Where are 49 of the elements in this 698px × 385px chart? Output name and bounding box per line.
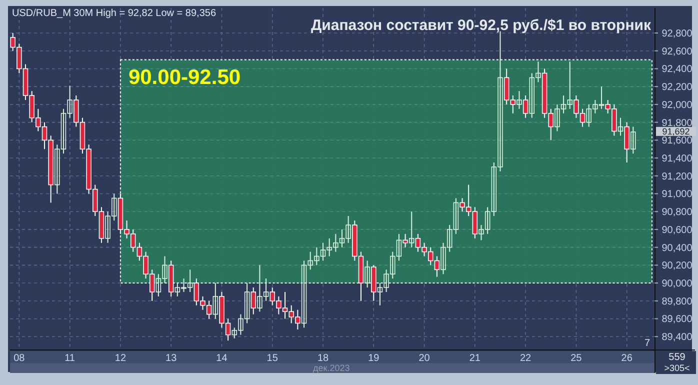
candlestick <box>522 95 528 118</box>
candlestick <box>212 282 218 320</box>
candlestick <box>624 122 630 163</box>
x-tick-label: 22 <box>520 353 532 364</box>
y-tick-label: 91,200 <box>662 171 693 182</box>
x-axis-title: дек.2023 <box>313 363 350 373</box>
x-tick-label: 15 <box>266 353 278 364</box>
x-tick-label: 19 <box>368 353 380 364</box>
x-tick-label: 25 <box>570 353 582 364</box>
text: 91,692 <box>662 126 690 137</box>
text: >305< <box>664 363 690 373</box>
candlestick <box>250 286 256 315</box>
x-tick-label: 20 <box>418 353 430 364</box>
y-tick-label: 89,400 <box>662 332 693 344</box>
y-tick-label: 90,800 <box>662 207 693 218</box>
y-tick-label: 90,400 <box>662 242 693 254</box>
x-tick-label: 13 <box>166 353 178 364</box>
text: 559 <box>668 352 686 363</box>
candlestick <box>516 90 522 110</box>
x-tick-label: 11 <box>64 353 76 364</box>
x-tick-label: 21 <box>469 353 481 364</box>
y-tick-label: 90,600 <box>662 224 693 236</box>
annotation: 7 <box>644 338 650 349</box>
y-tick-label: 91,600 <box>662 136 693 147</box>
y-tick-label: 90,200 <box>662 260 693 272</box>
y-tick-label: 92,600 <box>662 46 693 58</box>
candlestick <box>618 117 624 136</box>
y-tick-label: 89,800 <box>662 296 693 308</box>
chart-subtitle: USD/RUB_M 30M High = 92,82 Low = 89,356 <box>12 8 216 19</box>
candlestick <box>409 211 414 248</box>
x-tick-label: 14 <box>216 353 228 364</box>
x-tick-label: 08 <box>14 353 26 364</box>
y-tick-label: 92,400 <box>662 64 693 76</box>
candlestick <box>364 260 370 288</box>
y-tick-label: 91,000 <box>662 189 693 200</box>
y-tick-label: 91,400 <box>662 154 693 165</box>
x-tick-label: 12 <box>114 353 126 364</box>
y-tick-label: 92,000 <box>662 100 693 111</box>
y-tick-label: 89,600 <box>662 314 693 326</box>
y-tick-label: 91,800 <box>662 118 693 129</box>
y-tick-label: 92,200 <box>662 82 693 94</box>
x-tick-label: 18 <box>317 353 330 364</box>
y-tick-label: 90,000 <box>662 278 693 290</box>
band-label: 90.00-92.50 <box>128 66 241 89</box>
x-tick-label: 26 <box>621 353 633 364</box>
candlestick <box>630 126 636 154</box>
candlestick <box>402 233 408 248</box>
text: Диапазон составит 90-92,5 руб./$1 во вторник <box>310 17 652 34</box>
y-tick-label: 92,800 <box>662 28 693 40</box>
